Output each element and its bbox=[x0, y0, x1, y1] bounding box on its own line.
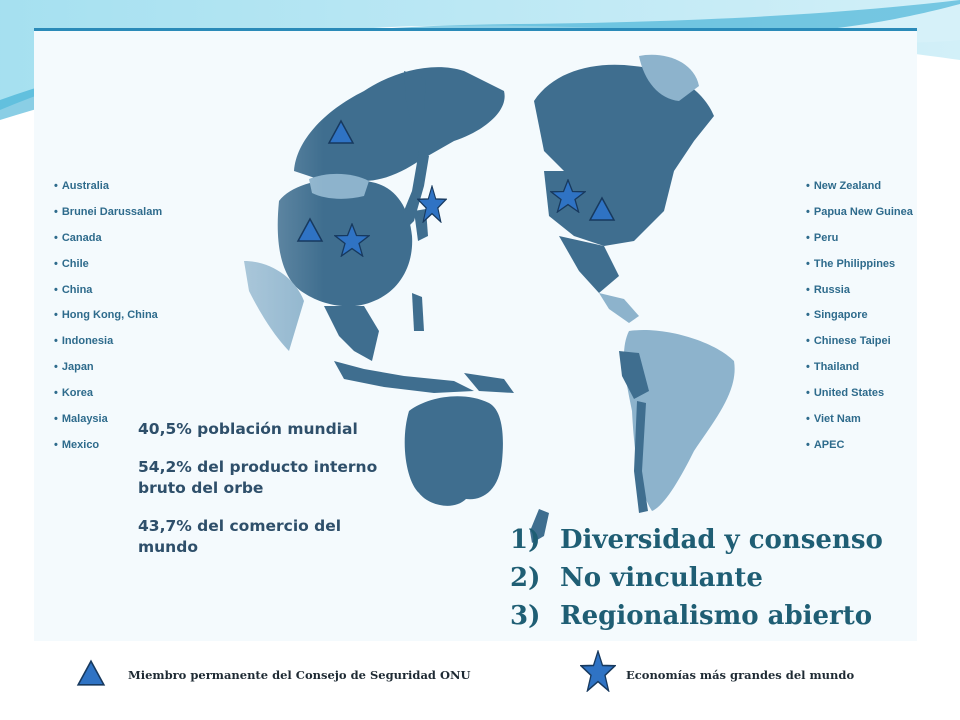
papua-new-guinea bbox=[464, 373, 514, 393]
country-item: Chile bbox=[54, 252, 162, 278]
country-item: Papua New Guinea bbox=[806, 200, 913, 226]
map-legend: Miembro permanente del Consejo de Seguri… bbox=[0, 648, 960, 704]
country-item: Japan bbox=[54, 355, 162, 381]
country-item: Singapore bbox=[806, 303, 913, 329]
principle-item: 3) Regionalismo abierto bbox=[510, 597, 883, 635]
triangle-marker-china bbox=[296, 217, 324, 242]
star-marker-united-states bbox=[550, 179, 586, 213]
greenland bbox=[639, 54, 699, 101]
triangle-marker-russia bbox=[327, 119, 355, 144]
country-item: China bbox=[54, 278, 162, 304]
russia-landmass bbox=[294, 67, 505, 181]
country-item: APEC bbox=[806, 433, 913, 459]
stat-trade: 43,7% del comercio del mundo bbox=[138, 517, 342, 556]
country-item: Australia bbox=[54, 174, 162, 200]
country-item: Viet Nam bbox=[806, 407, 913, 433]
japan bbox=[399, 151, 429, 231]
mexico bbox=[559, 236, 619, 293]
country-item: Mexico bbox=[54, 433, 162, 459]
stat-population: 40,5% población mundial bbox=[138, 420, 358, 438]
principles-list: 1) Diversidad y consenso 2) No vinculante … bbox=[510, 521, 883, 635]
country-list-left: AustraliaBrunei DarussalamCanadaChileChi… bbox=[54, 174, 162, 459]
country-item: New Zealand bbox=[806, 174, 913, 200]
star-marker-china bbox=[334, 223, 370, 257]
star-marker-japan bbox=[417, 185, 447, 223]
country-item: Malaysia bbox=[54, 407, 162, 433]
philippines bbox=[412, 293, 424, 331]
country-item: Canada bbox=[54, 226, 162, 252]
principle-number: 2) bbox=[510, 563, 541, 593]
country-item: The Philippines bbox=[806, 252, 913, 278]
legend-triangle-label: Miembro permanente del Consejo de Seguri… bbox=[128, 668, 471, 682]
principle-text: Diversidad y consenso bbox=[560, 525, 883, 555]
new-zealand bbox=[530, 509, 549, 543]
country-item: Brunei Darussalam bbox=[54, 200, 162, 226]
principle-text: Regionalismo abierto bbox=[560, 601, 873, 631]
indonesia bbox=[334, 361, 474, 393]
principle-item: 1) Diversidad y consenso bbox=[510, 521, 883, 559]
legend-triangle-icon bbox=[76, 659, 106, 686]
south-america bbox=[623, 330, 735, 511]
principle-text: No vinculante bbox=[560, 563, 763, 593]
triangle-marker-united-states bbox=[588, 196, 616, 221]
central-america bbox=[599, 293, 639, 323]
legend-star-icon bbox=[580, 650, 616, 692]
stat-gdp: 54,2% del producto interno bruto del orb… bbox=[138, 458, 378, 497]
country-item: Indonesia bbox=[54, 329, 162, 355]
country-list-right: New ZealandPapua New GuineaPeruThe Phili… bbox=[806, 174, 913, 459]
country-item: Peru bbox=[806, 226, 913, 252]
stats-block: 40,5% población mundial 54,2% del produc… bbox=[138, 419, 388, 575]
principle-item: 2) No vinculante bbox=[510, 559, 883, 597]
country-item: Russia bbox=[806, 278, 913, 304]
country-item: United States bbox=[806, 381, 913, 407]
peru bbox=[619, 351, 649, 399]
country-item: Chinese Taipei bbox=[806, 329, 913, 355]
principle-number: 3) bbox=[510, 601, 541, 631]
kamchatka bbox=[404, 71, 426, 126]
principle-number: 1) bbox=[510, 525, 541, 555]
australia bbox=[404, 396, 503, 506]
country-item: Hong Kong, China bbox=[54, 303, 162, 329]
legend-star-label: Economías más grandes del mundo bbox=[626, 668, 855, 682]
country-item: Korea bbox=[54, 381, 162, 407]
country-item: Thailand bbox=[806, 355, 913, 381]
chile bbox=[634, 401, 648, 513]
southeast-asia bbox=[324, 306, 379, 361]
united-states bbox=[544, 171, 674, 246]
map-panel: AustraliaBrunei DarussalamCanadaChileChi… bbox=[34, 28, 917, 641]
